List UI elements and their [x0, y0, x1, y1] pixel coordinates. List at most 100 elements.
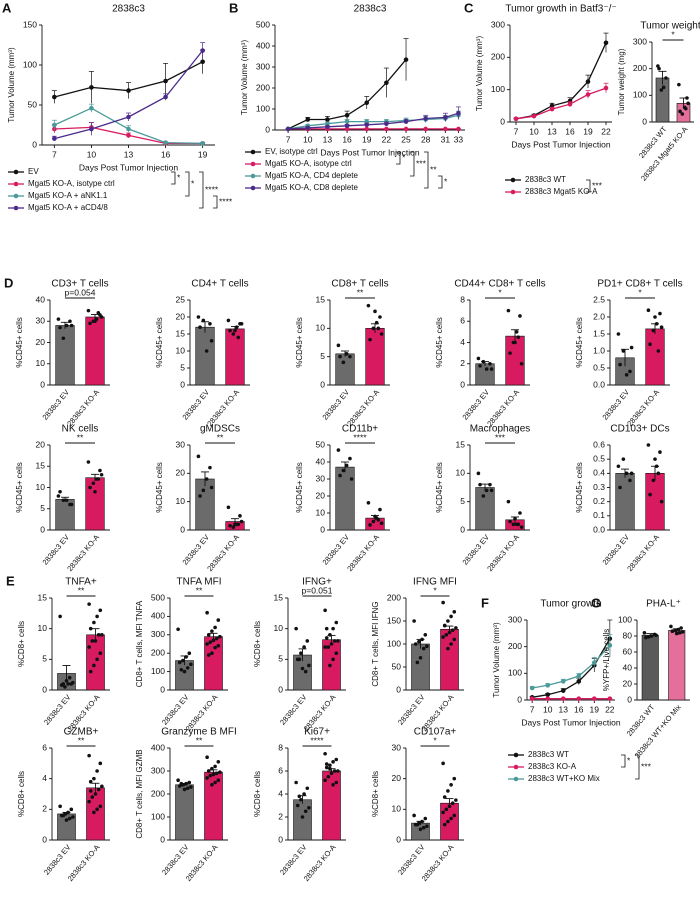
data-point — [624, 471, 629, 476]
data-point — [621, 349, 626, 353]
x-tick-label: 7 — [514, 126, 519, 136]
data-point — [213, 645, 217, 650]
bar — [641, 634, 659, 701]
data-point — [218, 634, 222, 639]
data-point — [403, 119, 409, 124]
y-tick-label: 400 — [151, 742, 165, 752]
y-tick-label: 400 — [151, 611, 165, 621]
data-point — [210, 629, 214, 633]
data-point — [336, 343, 341, 348]
y-tick-label: 200 — [256, 82, 270, 92]
legend-label: Mgat5 KO-A, isotype ctrl — [28, 179, 115, 188]
data-point — [228, 328, 232, 333]
y-tick-label: 2 — [460, 358, 465, 368]
data-point — [198, 325, 202, 330]
data-point — [364, 126, 370, 132]
y-tick-label: 0 — [642, 116, 647, 126]
data-point — [560, 679, 566, 684]
significance-label: ** — [196, 735, 203, 745]
x-tick-label: 10 — [529, 126, 539, 136]
bar — [365, 328, 385, 386]
data-point — [300, 815, 305, 819]
data-point — [324, 626, 329, 631]
chart-title: Tumor weights — [640, 21, 700, 32]
x-tick-label: 2838c3 EV — [181, 388, 211, 422]
data-point — [560, 688, 566, 693]
data-point — [344, 463, 349, 468]
y-tick-label: 0 — [396, 684, 401, 694]
data-point — [64, 498, 69, 503]
significance-label: ** — [78, 735, 85, 745]
data-point — [95, 807, 99, 812]
significance-bracket — [635, 754, 640, 780]
y-tick-label: 25 — [176, 294, 186, 304]
data-point — [364, 100, 370, 105]
significance-label: **** — [205, 184, 219, 194]
chart-title: Granzyme B MFI — [161, 727, 237, 738]
y-tick-label: 0 — [396, 834, 401, 844]
data-point — [61, 498, 66, 503]
data-point — [516, 522, 521, 527]
chart-title: CD8+ T cells — [331, 279, 388, 290]
y-tick-label: 500 — [151, 592, 165, 602]
data-point — [163, 78, 168, 84]
data-point — [61, 336, 66, 341]
legend-marker — [513, 764, 519, 770]
data-point — [560, 696, 566, 701]
bar — [175, 784, 194, 841]
data-point — [66, 682, 70, 686]
x-tick-label: 33 — [454, 134, 464, 144]
data-point — [91, 481, 96, 486]
significance-label: * — [177, 172, 181, 182]
data-point — [384, 80, 389, 86]
significance-bracket — [621, 754, 626, 768]
data-point — [413, 642, 418, 646]
data-point — [88, 669, 93, 674]
data-point — [373, 514, 377, 519]
data-point — [443, 126, 448, 132]
y-tick-label: 10 — [36, 482, 46, 492]
data-point — [649, 634, 654, 638]
x-axis-label: Days Post Tumor Injection — [320, 147, 419, 157]
data-point — [325, 117, 330, 122]
y-tick-label: 0.0 — [593, 524, 605, 534]
data-point — [208, 465, 212, 470]
data-point — [297, 657, 302, 662]
data-point — [478, 364, 482, 368]
data-point — [679, 626, 683, 630]
data-point — [92, 620, 96, 625]
data-point — [126, 126, 131, 132]
legend-label: EV — [28, 167, 39, 176]
legend-marker — [510, 177, 516, 183]
data-point — [618, 362, 622, 367]
data-point — [366, 303, 371, 308]
y-tick-label: 10 — [316, 507, 326, 517]
data-point — [446, 646, 450, 651]
significance-label: * — [498, 287, 502, 297]
data-point — [591, 696, 597, 701]
data-point — [567, 101, 573, 107]
data-point — [216, 760, 221, 764]
y-axis-label: %CD45+ cells — [435, 317, 444, 367]
significance-bracket — [213, 195, 218, 209]
y-tick-label: 10 — [392, 804, 402, 814]
data-point — [184, 655, 188, 659]
data-point — [236, 522, 241, 527]
data-point — [607, 643, 613, 648]
data-point — [338, 354, 342, 359]
x-tick-label: 2838c3 EV — [160, 843, 190, 877]
data-point — [478, 482, 482, 487]
data-point — [90, 639, 95, 643]
data-point — [341, 360, 346, 365]
data-point — [648, 492, 652, 497]
data-point — [100, 784, 104, 789]
chart-title: CD4+ T cells — [191, 279, 248, 290]
y-axis-label: %CD45+ cells — [15, 317, 24, 367]
data-point — [618, 485, 622, 490]
data-point — [196, 315, 201, 319]
y-tick-label: 5 — [42, 654, 47, 664]
legend-marker — [510, 189, 516, 195]
data-point — [446, 819, 450, 824]
y-tick-label: 80 — [623, 630, 633, 640]
significance-bracket — [586, 179, 591, 193]
